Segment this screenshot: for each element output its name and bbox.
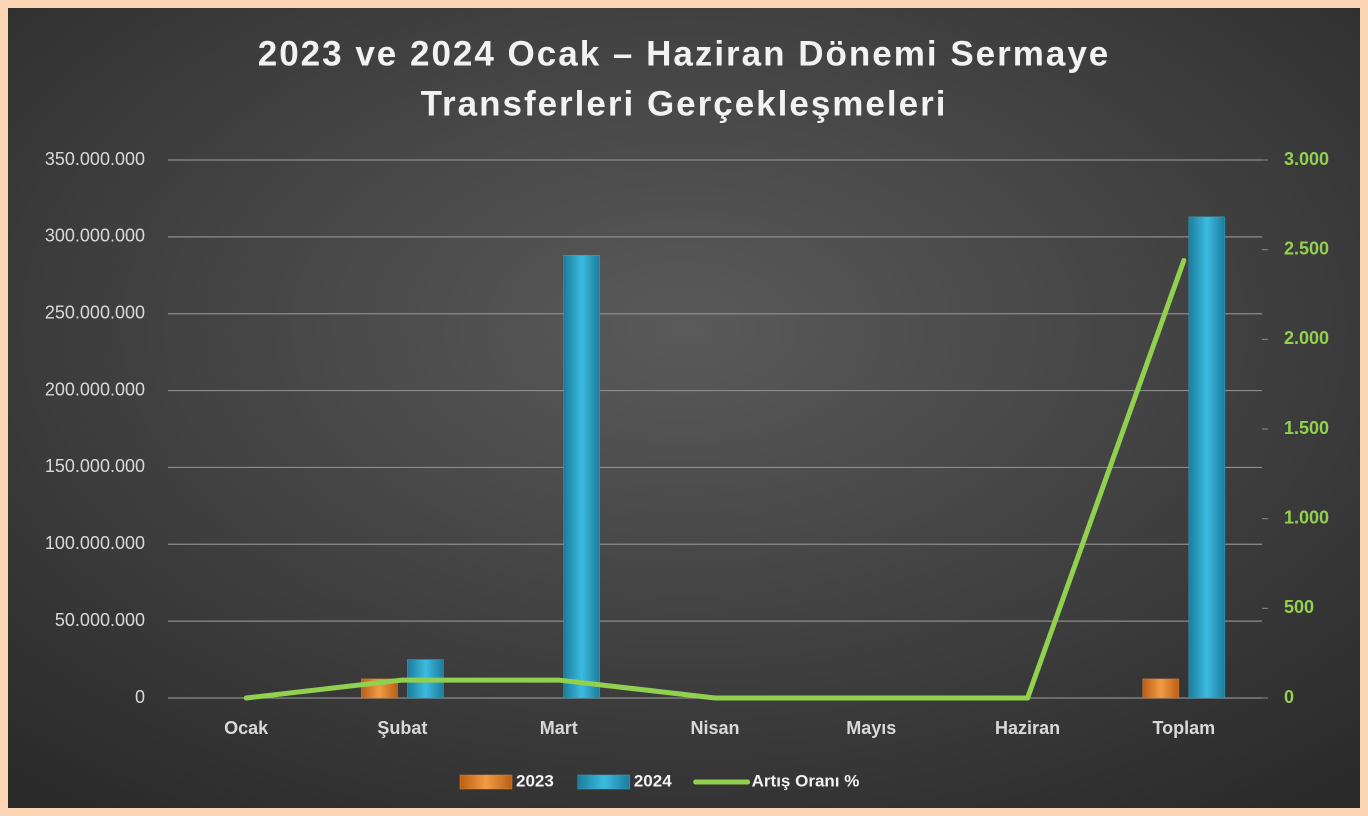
x-tick-label: Ocak <box>224 718 269 738</box>
legend-swatch <box>459 774 513 790</box>
chart-title: 2023 ve 2024 Ocak – Haziran Dönemi Serma… <box>258 34 1111 73</box>
chart-title: Transferleri Gerçekleşmeleri <box>421 84 948 123</box>
y2-tick-label: 2.000 <box>1284 328 1329 348</box>
x-tick-label: Mart <box>540 718 578 738</box>
y2-tick-label: 3.000 <box>1284 149 1329 169</box>
x-tick-label: Toplam <box>1153 718 1216 738</box>
y2-tick-label: 0 <box>1284 687 1294 707</box>
y-tick-label: 50.000.000 <box>55 610 145 630</box>
y2-tick-label: 1.500 <box>1284 418 1329 438</box>
y-tick-label: 150.000.000 <box>45 456 145 476</box>
y2-tick-label: 2.500 <box>1284 238 1329 258</box>
bar <box>1188 216 1226 699</box>
line-series <box>243 257 1187 701</box>
bar <box>563 255 600 699</box>
y-tick-label: 300.000.000 <box>45 226 145 246</box>
x-tick-label: Şubat <box>377 718 427 738</box>
legend-label: Artış Oranı % <box>752 771 860 790</box>
legend-label: 2024 <box>634 771 672 790</box>
legend-label: 2023 <box>516 771 554 790</box>
y-tick-label: 200.000.000 <box>45 379 145 399</box>
x-tick-label: Nisan <box>690 718 739 738</box>
y2-tick-label: 500 <box>1284 597 1314 617</box>
legend-swatch <box>577 774 631 790</box>
bar <box>1142 678 1180 699</box>
y-tick-label: 100.000.000 <box>45 533 145 553</box>
x-tick-label: Mayıs <box>846 718 896 738</box>
y-tick-label: 250.000.000 <box>45 302 145 322</box>
y-tick-label: 350.000.000 <box>45 149 145 169</box>
y-tick-label: 0 <box>135 687 145 707</box>
x-tick-label: Haziran <box>995 718 1060 738</box>
y2-tick-label: 1.000 <box>1284 507 1329 527</box>
chart-background <box>8 8 1360 808</box>
